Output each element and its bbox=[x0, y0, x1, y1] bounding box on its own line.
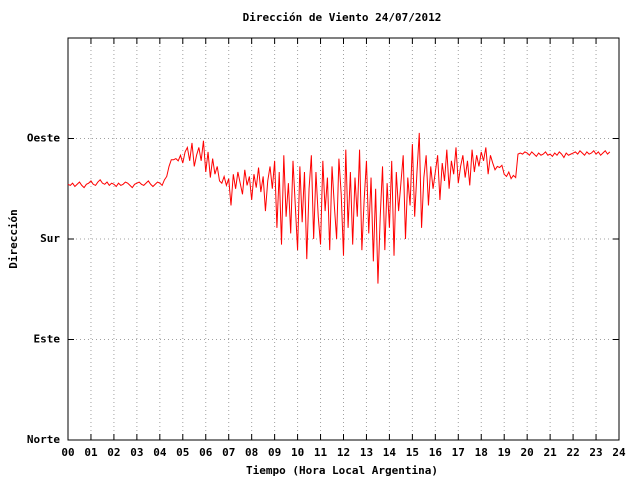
x-tick-label: 17 bbox=[452, 446, 465, 459]
chart-title: Dirección de Viento 24/07/2012 bbox=[243, 11, 442, 24]
x-tick-label: 12 bbox=[337, 446, 350, 459]
x-tick-label: 09 bbox=[268, 446, 281, 459]
x-tick-label: 01 bbox=[84, 446, 98, 459]
x-tick-label: 18 bbox=[475, 446, 488, 459]
x-tick-label: 07 bbox=[222, 446, 235, 459]
x-tick-label: 15 bbox=[406, 446, 419, 459]
x-tick-label: 11 bbox=[314, 446, 328, 459]
x-tick-label: 04 bbox=[153, 446, 167, 459]
x-tick-label: 05 bbox=[176, 446, 189, 459]
x-tick-label: 24 bbox=[612, 446, 626, 459]
x-tick-label: 22 bbox=[566, 446, 579, 459]
x-tick-label: 19 bbox=[498, 446, 511, 459]
x-axis-label: Tiempo (Hora Local Argentina) bbox=[246, 464, 438, 477]
data-line bbox=[67, 132, 611, 284]
x-tick-label: 23 bbox=[589, 446, 602, 459]
y-tick-label: Norte bbox=[27, 433, 60, 446]
x-tick-label: 21 bbox=[544, 446, 558, 459]
x-tick-label: 10 bbox=[291, 446, 304, 459]
plot-frame bbox=[67, 37, 620, 441]
y-axis-label: Dirección bbox=[7, 209, 20, 269]
x-tick-label: 00 bbox=[61, 446, 74, 459]
x-tick-label: 08 bbox=[245, 446, 258, 459]
x-tick-label: 02 bbox=[107, 446, 120, 459]
y-tick-label: Sur bbox=[40, 232, 60, 245]
x-tick-label: 16 bbox=[429, 446, 443, 459]
x-tick-label: 14 bbox=[383, 446, 397, 459]
y-tick-label: Oeste bbox=[27, 132, 60, 145]
x-tick-label: 13 bbox=[360, 446, 373, 459]
x-tick-label: 03 bbox=[130, 446, 143, 459]
y-tick-label: Este bbox=[34, 333, 61, 346]
x-tick-label: 20 bbox=[521, 446, 534, 459]
x-tick-label: 06 bbox=[199, 446, 213, 459]
